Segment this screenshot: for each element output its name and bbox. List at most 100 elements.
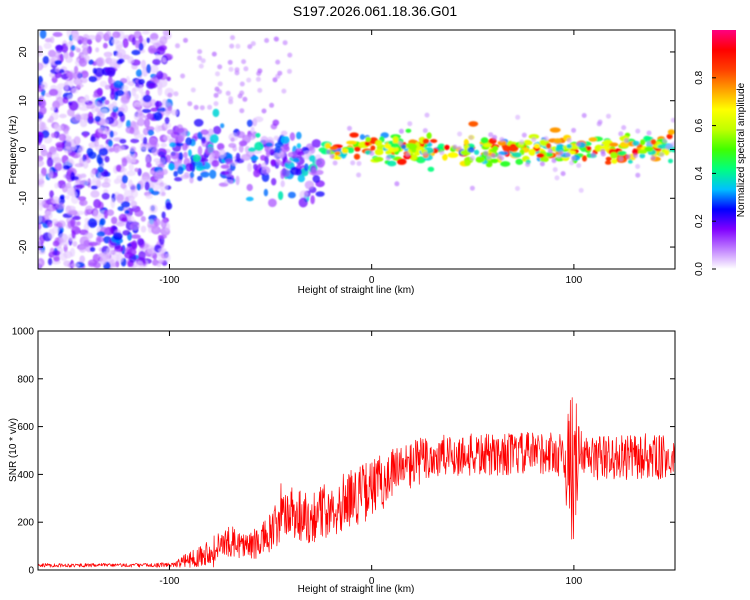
spectrogram-cell xyxy=(98,202,104,210)
spectrogram-cell xyxy=(342,148,348,153)
spectrogram-cell xyxy=(147,113,153,119)
spectrogram-cell xyxy=(134,94,139,100)
spectrogram-cell xyxy=(51,199,57,203)
spectrogram-cell xyxy=(293,158,299,163)
spectrogram-cell xyxy=(198,146,203,156)
spectrogram-cell xyxy=(531,137,536,142)
spectrogram-cell xyxy=(283,40,288,45)
spectrogram-cell xyxy=(499,137,504,142)
spectrogram-cell xyxy=(145,181,150,190)
spectrogram-cell xyxy=(90,190,99,198)
spectrogram-cell xyxy=(103,43,108,49)
spectrogram-cell xyxy=(281,146,290,153)
spectrogram-cell xyxy=(248,135,256,140)
spectrogram-cell xyxy=(486,155,491,160)
spectrogram-cell xyxy=(158,248,167,253)
spectrogram-cell xyxy=(71,191,77,197)
spectrogram-cell xyxy=(375,149,384,155)
spectrogram-cell xyxy=(140,144,149,151)
spectrogram-cell xyxy=(155,127,162,131)
spectrogram-cell xyxy=(187,101,192,106)
spectrogram-cell xyxy=(257,88,262,93)
spectrogram-cell xyxy=(559,150,564,155)
snr-panel: -100 0 100 02004006008001000 Height of str… xyxy=(8,327,675,596)
spectrogram-cell xyxy=(212,52,217,57)
figure-title: S197.2026.061.18.36.G01 xyxy=(293,3,457,19)
spectrogram-cell xyxy=(51,133,56,138)
spectrogram-cell xyxy=(176,143,184,147)
spectrogram-cell xyxy=(107,209,115,216)
spectrogram-cell xyxy=(53,241,60,247)
spectrogram-cell xyxy=(253,164,258,170)
spectrogram-cell xyxy=(151,191,160,196)
spectrogram-y-tick-label: 20 xyxy=(18,46,29,58)
snr-y-tick-label: 1000 xyxy=(12,327,35,338)
spectrogram-cell xyxy=(650,139,656,145)
spectrogram-cell xyxy=(591,153,596,158)
spectrogram-cell xyxy=(269,103,274,108)
spectrogram-cell xyxy=(651,155,656,160)
spectrogram-cell xyxy=(169,142,176,147)
spectrogram-cell xyxy=(483,151,488,156)
spectrogram-cell xyxy=(155,101,163,107)
spectrogram-cell xyxy=(131,50,140,55)
spectrogram-cell xyxy=(157,148,167,157)
spectrogram-cell xyxy=(112,39,119,45)
spectrogram-cell xyxy=(354,146,361,151)
spectrogram-cell xyxy=(235,70,240,75)
spectrogram-cell xyxy=(40,29,47,39)
spectrogram-cell xyxy=(214,93,219,98)
spectrogram-cell xyxy=(108,140,113,147)
spectrogram-cell xyxy=(335,151,341,155)
spectrogram-cell xyxy=(248,147,256,152)
spectrogram-cell xyxy=(105,31,111,41)
spectrogram-cell xyxy=(406,129,412,133)
spectrogram-cell xyxy=(52,226,59,234)
spectrogram-cell xyxy=(290,132,295,141)
spectrogram-cell xyxy=(639,153,645,158)
spectrogram-cell xyxy=(73,241,78,247)
spectrogram-cell xyxy=(582,155,587,161)
snr-y-axis-title: SNR (10 * v/v) xyxy=(8,418,19,482)
spectrogram-cell xyxy=(55,203,64,210)
spectrogram-cell xyxy=(102,193,110,200)
spectrogram-cell xyxy=(281,131,288,136)
spectrogram-cell xyxy=(522,133,527,138)
spectrogram-cell xyxy=(173,171,178,177)
spectrogram-cell xyxy=(606,114,611,119)
spectrogram-cell xyxy=(264,38,269,43)
spectrogram-cell xyxy=(316,191,325,197)
spectrogram-cell xyxy=(98,166,104,172)
spectrogram-cell xyxy=(299,198,308,208)
spectrogram-cell xyxy=(228,143,236,148)
spectrogram-cell xyxy=(161,253,167,259)
spectrogram-y-tick-label: -10 xyxy=(18,191,29,206)
spectrogram-y-axis-title: Frequency (Hz) xyxy=(8,116,19,185)
spectrogram-cell xyxy=(74,66,78,74)
spectrogram-cell xyxy=(158,235,167,239)
spectrogram-cell xyxy=(134,113,140,121)
spectrogram-cell xyxy=(228,60,233,65)
spectrogram-cell xyxy=(74,136,81,145)
spectrogram-cell xyxy=(427,132,432,139)
spectrogram-cell xyxy=(90,169,95,177)
spectrogram-cell xyxy=(273,120,280,126)
spectrogram-cell xyxy=(150,78,157,82)
spectrogram-cell xyxy=(618,131,623,136)
spectrogram-cell xyxy=(55,162,63,171)
spectrogram-cell xyxy=(100,255,107,264)
spectrogram-cell xyxy=(576,142,581,147)
spectrogram-cell xyxy=(220,123,224,128)
spectrogram-cell xyxy=(37,260,42,269)
spectrogram-cell xyxy=(201,58,206,63)
spectrogram-cell xyxy=(190,172,194,178)
spectrogram-cell xyxy=(609,143,618,147)
spectrogram-cell xyxy=(215,71,220,76)
spectrogram-cell xyxy=(57,220,66,227)
spectrogram-cell xyxy=(114,246,124,252)
spectrogram-cell xyxy=(275,60,280,65)
spectrogram-cell xyxy=(360,134,365,140)
spectrogram-cell xyxy=(270,149,275,155)
spectrogram-cell xyxy=(116,52,122,58)
spectrogram-cell xyxy=(121,217,128,222)
